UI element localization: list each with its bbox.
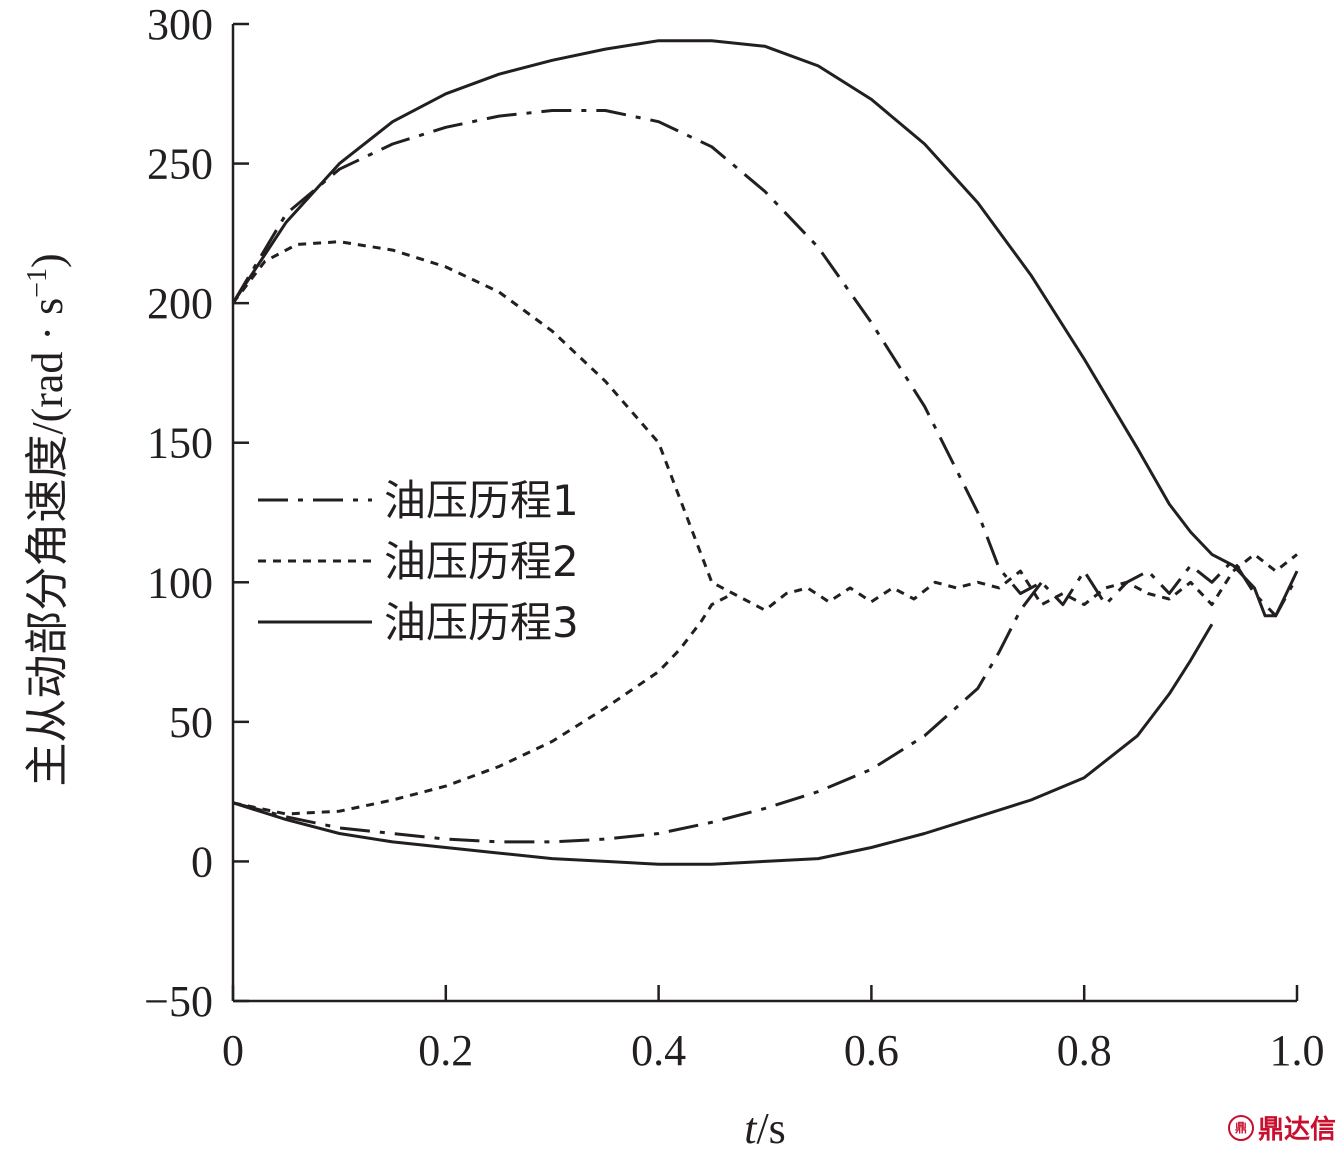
watermark-logo-icon: 鼎 [1227,1114,1254,1141]
legend-label-1: 油压历程1 [384,476,579,525]
x-tick-label: 0 [222,1026,244,1075]
y-axis-title: 主从动部分角速度/(rad · s−1) [22,253,72,786]
series-2-driven-line [232,592,734,816]
series-3-driving-line [231,39,1299,618]
y-tick-label: 100 [147,558,213,607]
x-tick-label: 0.4 [631,1026,686,1075]
y-tick-label: 150 [147,419,213,468]
x-tick-label: 0.8 [1057,1026,1112,1075]
legend-label-3: 油压历程3 [384,598,579,647]
y-tick-label: −50 [144,977,213,1026]
x-axis-title: t/s [744,1104,786,1153]
watermark: 鼎 鼎达信 [1227,1109,1336,1146]
plot-area [231,39,1299,866]
x-tick-label: 0.6 [844,1026,899,1075]
y-tick-label: 50 [169,698,213,747]
x-tick-label: 1.0 [1270,1026,1325,1075]
y-tick-label: 200 [147,279,213,328]
y-tick-label: 300 [147,0,213,49]
legend-label-2: 油压历程2 [384,537,579,586]
series-3-driven-line [232,623,1214,866]
series-1-driven-line [232,581,1043,844]
x-tick-label: 0.2 [418,1026,473,1075]
watermark-text: 鼎达信 [1257,1115,1336,1145]
series-2-driving-line [231,240,1298,612]
y-tick-label: 250 [147,140,213,189]
y-tick-label: 0 [191,837,213,886]
series-1-driving-line [231,109,1299,618]
legend: 油压历程1 油压历程2 油压历程3 [258,476,579,647]
